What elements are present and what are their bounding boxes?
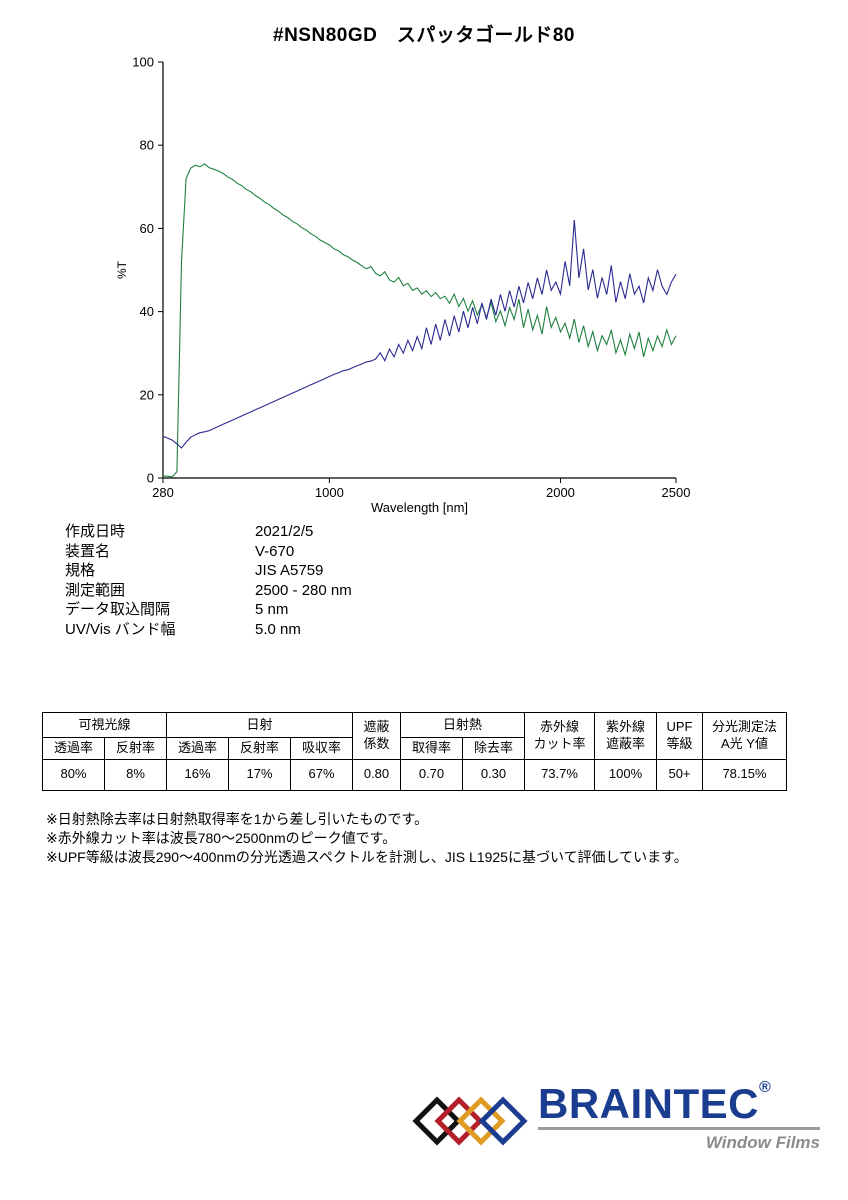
metadata-value: V-670: [255, 542, 295, 560]
value-visible-reflectance: 8%: [104, 758, 167, 791]
subcol-visible-transmittance: 透過率: [42, 737, 105, 760]
metadata-label: 装置名: [65, 542, 111, 560]
subcol-visible-reflectance: 反射率: [104, 737, 167, 760]
metadata-row: 測定範囲 2500 - 280 nm: [65, 581, 352, 601]
spectral-chart: 0 20 40 60 80 100 280 1000 2000 2500 Wavelength [n…: [110, 50, 710, 520]
col-group-solar: 日射: [166, 712, 353, 738]
brand-divider: [538, 1127, 820, 1131]
metadata-label: 規格: [65, 562, 96, 579]
metadata-value: 5.0 nm: [255, 620, 301, 638]
value-solar-reflectance: 17%: [228, 758, 291, 791]
value-visible-transmittance: 80%: [42, 758, 105, 791]
col-ir-cut: 赤外線 カット率: [524, 712, 595, 760]
y-tick-label: 60: [140, 221, 154, 236]
value-uv-block: 100%: [594, 758, 657, 791]
brand-text: BRAINTEC® Window Films: [538, 1079, 820, 1153]
col-shading-coefficient: 遮蔽 係数: [352, 712, 401, 760]
x-tick-label: 1000: [315, 485, 344, 500]
col-group-solar-heat: 日射熱: [400, 712, 525, 738]
chart-svg: 0 20 40 60 80 100 280 1000 2000 2500 Wavelength [n…: [115, 55, 691, 516]
page-title: #NSN80GD スパッタゴールド80: [273, 25, 575, 46]
subcol-solar-transmittance: 透過率: [166, 737, 229, 760]
value-shading-coefficient: 0.80: [352, 758, 401, 791]
brand-diamonds-icon: [412, 1096, 528, 1146]
subcol-solar-absorptance: 吸収率: [290, 737, 353, 760]
metadata-label: UV/Vis バンド幅: [65, 620, 176, 638]
value-spectro-y: 78.15%: [702, 758, 787, 791]
x-tick-label: 2000: [546, 485, 575, 500]
x-tick-label: 280: [152, 485, 174, 500]
metadata-value: JIS A5759: [255, 562, 324, 579]
footnote: ※赤外線カット率は波長780〜2500nmのピーク値です。: [46, 830, 397, 846]
value-ir-cut: 73.7%: [524, 758, 595, 791]
y-tick-label: 100: [132, 55, 154, 70]
col-group-visible: 可視光線: [42, 712, 167, 738]
subcol-heat-rejection: 除去率: [462, 737, 525, 760]
footnote: ※UPF等級は波長290〜400nmの分光透過スペクトルを計測し、JIS L19…: [46, 849, 688, 865]
metadata-row: UV/Vis バンド幅 5.0 nm: [65, 620, 352, 640]
metadata-row: 作成日時 2021/2/5: [65, 522, 352, 542]
diamond-blue-icon: [478, 1096, 528, 1146]
brand-logo: BRAINTEC® Window Films: [412, 1079, 820, 1160]
y-tick-label: 40: [140, 304, 154, 319]
diamond-yellow-icon: [456, 1096, 506, 1146]
diamond-red-icon: [434, 1096, 484, 1146]
value-upf-grade: 50+: [656, 758, 703, 791]
series-reflectance: [162, 220, 677, 449]
metadata-label: データ取込間隔: [65, 601, 171, 618]
value-solar-transmittance: 16%: [166, 758, 229, 791]
brand-name: BRAINTEC: [538, 1080, 759, 1127]
y-tick-label: 80: [140, 138, 154, 153]
subcol-heat-gain: 取得率: [400, 737, 463, 760]
footnote: ※日射熱除去率は日射熱取得率を1から差し引いたものです。: [46, 811, 429, 827]
x-axis-title: Wavelength [nm]: [371, 500, 468, 515]
registered-mark-icon: ®: [759, 1079, 772, 1096]
subcol-solar-reflectance: 反射率: [228, 737, 291, 760]
brand-tagline: Window Films: [705, 1133, 820, 1153]
col-upf-grade: UPF 等級: [656, 712, 703, 760]
metadata-label: 作成日時: [65, 523, 126, 540]
y-tick-label: 0: [147, 471, 154, 486]
y-tick-label: 20: [140, 387, 154, 402]
footnotes: ※日射熱除去率は日射熱取得率を1から差し引いたものです。 ※赤外線カット率は波長…: [46, 810, 688, 867]
metadata-list: 作成日時 2021/2/5 装置名 V-670 規格 JIS A5759 測定範…: [65, 522, 352, 639]
x-tick-label: 2500: [662, 485, 691, 500]
results-table: 可視光線 日射 遮蔽 係数 日射熱 赤外線 カット率 紫外線 遮蔽率 UPF 等…: [42, 712, 787, 791]
metadata-row: 規格 JIS A5759: [65, 561, 352, 581]
metadata-value: 2500 - 280 nm: [255, 581, 352, 599]
col-uv-block: 紫外線 遮蔽率: [594, 712, 657, 760]
value-solar-absorptance: 67%: [290, 758, 353, 791]
value-heat-rejection: 0.30: [462, 758, 525, 791]
brand-wordmark: BRAINTEC®: [538, 1079, 820, 1127]
series-transmittance: [162, 163, 677, 478]
metadata-row: データ取込間隔 5 nm: [65, 600, 352, 620]
diamond-black-icon: [412, 1096, 462, 1146]
y-axis-title: %T: [115, 260, 129, 279]
col-spectro-y: 分光測定法 A光 Y値: [702, 712, 787, 760]
metadata-label: 測定範囲: [65, 581, 126, 599]
metadata-value: 2021/2/5: [255, 523, 314, 540]
metadata-value: 5 nm: [255, 601, 289, 618]
value-heat-gain: 0.70: [400, 758, 463, 791]
metadata-row: 装置名 V-670: [65, 542, 352, 562]
